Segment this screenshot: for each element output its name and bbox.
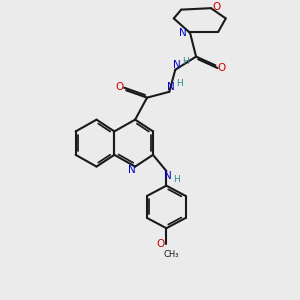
Text: H: H <box>173 175 180 184</box>
Text: O: O <box>116 82 124 92</box>
Text: O: O <box>157 239 165 249</box>
Text: O: O <box>218 63 226 73</box>
Text: N: N <box>179 28 187 38</box>
Text: H: H <box>182 57 189 66</box>
Text: O: O <box>212 2 220 12</box>
Text: H: H <box>176 79 183 88</box>
Text: N: N <box>128 165 135 175</box>
Text: N: N <box>164 171 172 181</box>
Text: CH₃: CH₃ <box>163 250 178 259</box>
Text: N: N <box>173 60 181 70</box>
Text: N: N <box>167 82 175 92</box>
